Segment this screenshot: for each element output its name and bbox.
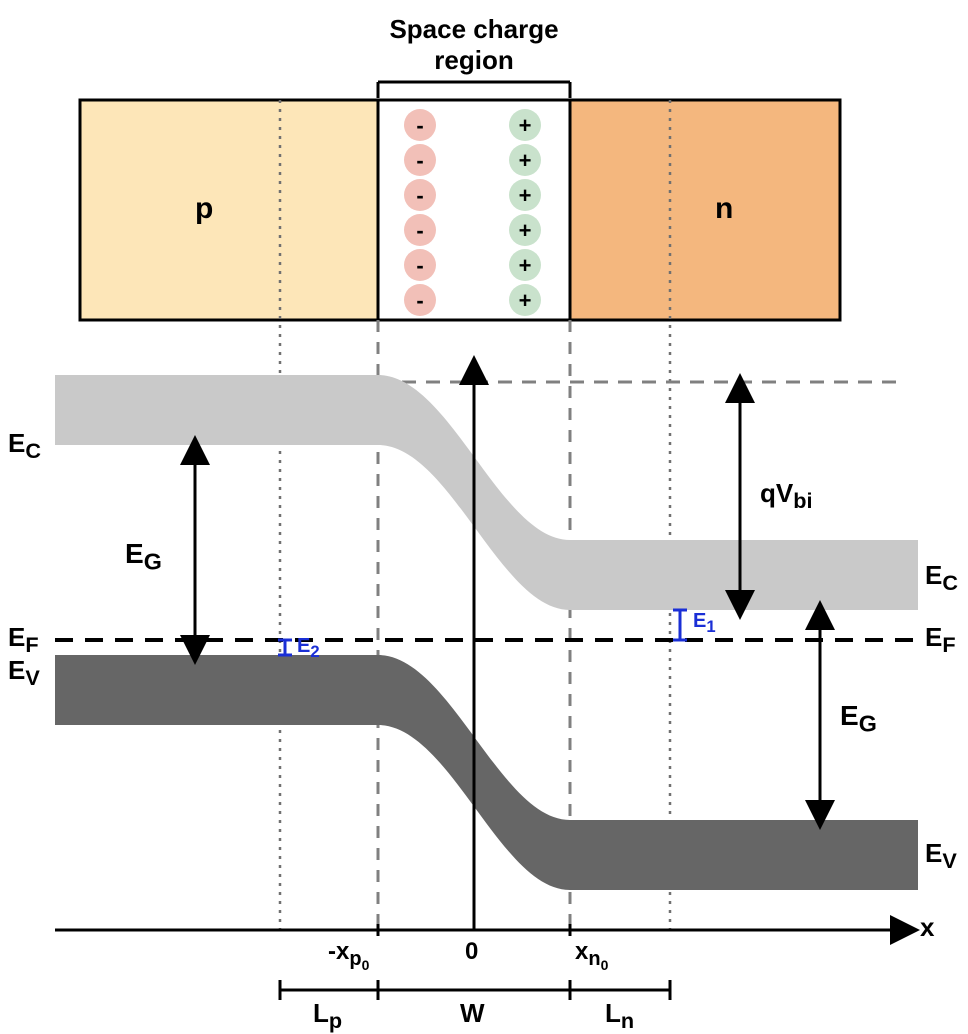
svg-text:+: + bbox=[519, 218, 532, 243]
xn-label: xn0 bbox=[575, 938, 608, 973]
title-text: Space charge region bbox=[378, 14, 570, 76]
neg-charges: - - - - - - bbox=[404, 109, 436, 316]
zero-label: 0 bbox=[465, 938, 478, 966]
neg-xp-label: -xp0 bbox=[328, 938, 369, 973]
eg-label-left: EG bbox=[125, 538, 162, 576]
svg-text:-: - bbox=[416, 218, 423, 243]
svg-text:+: + bbox=[519, 113, 532, 138]
ef-label-right: EF bbox=[925, 622, 956, 658]
n-label: n bbox=[715, 192, 733, 226]
svg-text:-: - bbox=[416, 288, 423, 313]
svg-text:+: + bbox=[519, 148, 532, 173]
qvbi-label: qVbi bbox=[760, 478, 812, 514]
ln-label: Ln bbox=[605, 998, 634, 1034]
e1-marker bbox=[673, 610, 687, 640]
valence-band bbox=[55, 655, 918, 890]
n-region bbox=[570, 100, 840, 320]
ec-label-right: EC bbox=[925, 560, 958, 596]
ev-label-right: EV bbox=[925, 838, 957, 874]
diagram-svg: - - - - - - + + + + + + bbox=[0, 0, 968, 1028]
x-label: x bbox=[920, 912, 934, 943]
p-label: p bbox=[195, 192, 213, 226]
ev-label-left: EV bbox=[8, 655, 40, 691]
svg-text:+: + bbox=[519, 253, 532, 278]
svg-text:-: - bbox=[416, 183, 423, 208]
p-region bbox=[80, 100, 378, 320]
svg-text:-: - bbox=[416, 148, 423, 173]
lp-label: Lp bbox=[313, 998, 342, 1034]
w-label: W bbox=[460, 998, 485, 1029]
e2-label: E2 bbox=[297, 635, 320, 662]
svg-text:-: - bbox=[416, 253, 423, 278]
eg-label-right: EG bbox=[840, 700, 877, 738]
svg-text:-: - bbox=[416, 113, 423, 138]
e1-label: E1 bbox=[693, 610, 716, 637]
svg-text:+: + bbox=[519, 288, 532, 313]
svg-text:+: + bbox=[519, 183, 532, 208]
pos-charges: + + + + + + bbox=[509, 109, 541, 316]
ec-label-left: EC bbox=[8, 428, 41, 464]
ef-label-left: EF bbox=[8, 622, 39, 658]
